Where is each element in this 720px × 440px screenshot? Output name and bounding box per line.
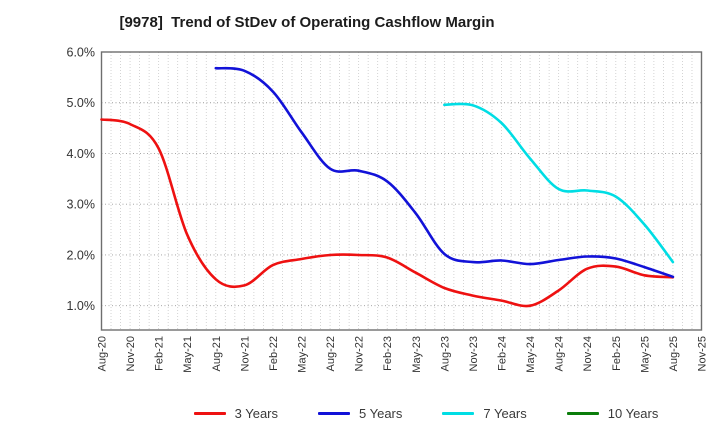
- legend-label: 3 Years: [234, 406, 278, 421]
- svg-text:Aug-25: Aug-25: [668, 336, 680, 371]
- svg-text:Aug-22: Aug-22: [325, 336, 337, 371]
- svg-text:Feb-21: Feb-21: [154, 336, 166, 371]
- legend-item-7-years: 7 Years: [442, 406, 527, 421]
- svg-text:May-22: May-22: [297, 336, 309, 373]
- svg-text:Aug-24: Aug-24: [554, 336, 566, 371]
- svg-text:Nov-24: Nov-24: [582, 336, 594, 371]
- legend-label: 10 Years: [607, 406, 659, 421]
- svg-text:Nov-20: Nov-20: [125, 336, 137, 371]
- svg-text:5.0%: 5.0%: [67, 96, 96, 110]
- legend-item-5-years: 5 Years: [318, 406, 402, 421]
- svg-text:Feb-25: Feb-25: [611, 336, 623, 371]
- svg-text:6.0%: 6.0%: [67, 46, 96, 60]
- svg-text:May-25: May-25: [639, 336, 651, 373]
- legend-item-3-years: 3 Years: [193, 406, 278, 421]
- svg-text:1.0%: 1.0%: [67, 299, 96, 313]
- svg-text:May-21: May-21: [182, 336, 194, 373]
- svg-text:Feb-24: Feb-24: [497, 336, 509, 371]
- legend-label: 7 Years: [483, 406, 527, 421]
- chart-title: [9978] Trend of StDev of Operating Cashf…: [119, 14, 495, 31]
- legend-label: 5 Years: [359, 406, 403, 421]
- svg-text:Aug-20: Aug-20: [97, 336, 109, 371]
- green-line-swatch: [566, 412, 599, 415]
- svg-text:Feb-22: Feb-22: [268, 336, 280, 371]
- svg-text:Feb-23: Feb-23: [382, 336, 394, 371]
- svg-text:May-24: May-24: [525, 336, 537, 373]
- legend-item-10-years: 10 Years: [566, 406, 659, 421]
- svg-text:May-23: May-23: [411, 336, 423, 373]
- svg-text:Nov-22: Nov-22: [354, 336, 366, 371]
- svg-text:Nov-25: Nov-25: [697, 336, 709, 371]
- blue-line-swatch: [318, 412, 350, 415]
- svg-text:Nov-21: Nov-21: [239, 336, 251, 371]
- cyan-line-swatch: [442, 412, 475, 415]
- svg-text:3.0%: 3.0%: [67, 198, 96, 212]
- svg-text:4.0%: 4.0%: [67, 147, 96, 161]
- red-line-swatch: [193, 412, 226, 415]
- svg-text:2.0%: 2.0%: [67, 249, 96, 263]
- legend: 3 Years 5 Years 7 Years 10 Years: [66, 406, 720, 421]
- svg-text:Aug-23: Aug-23: [439, 336, 451, 371]
- svg-text:Nov-23: Nov-23: [468, 336, 480, 371]
- svg-text:Aug-21: Aug-21: [211, 336, 223, 371]
